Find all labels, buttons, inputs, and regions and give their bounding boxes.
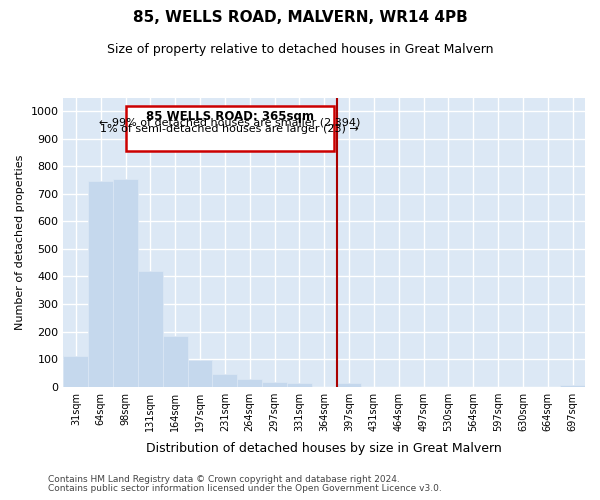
Bar	[88, 180, 113, 386]
Text: Contains public sector information licensed under the Open Government Licence v3: Contains public sector information licen…	[48, 484, 442, 493]
Bar	[64, 356, 88, 386]
Text: 85 WELLS ROAD: 365sqm: 85 WELLS ROAD: 365sqm	[146, 110, 314, 123]
Y-axis label: Number of detached properties: Number of detached properties	[15, 154, 25, 330]
Bar	[113, 178, 138, 386]
Bar	[237, 379, 262, 386]
Bar	[212, 374, 237, 386]
X-axis label: Distribution of detached houses by size in Great Malvern: Distribution of detached houses by size …	[146, 442, 502, 455]
Text: 85, WELLS ROAD, MALVERN, WR14 4PB: 85, WELLS ROAD, MALVERN, WR14 4PB	[133, 10, 467, 25]
Bar	[163, 336, 188, 386]
Bar	[138, 271, 163, 386]
Text: Size of property relative to detached houses in Great Malvern: Size of property relative to detached ho…	[107, 42, 493, 56]
FancyBboxPatch shape	[125, 106, 334, 151]
Text: 1% of semi-detached houses are larger (23) →: 1% of semi-detached houses are larger (2…	[100, 124, 359, 134]
Bar	[287, 382, 312, 386]
Bar	[188, 360, 212, 386]
Text: Contains HM Land Registry data © Crown copyright and database right 2024.: Contains HM Land Registry data © Crown c…	[48, 475, 400, 484]
Text: ← 99% of detached houses are smaller (2,394): ← 99% of detached houses are smaller (2,…	[99, 118, 361, 128]
Bar	[337, 382, 361, 386]
Bar	[262, 382, 287, 386]
